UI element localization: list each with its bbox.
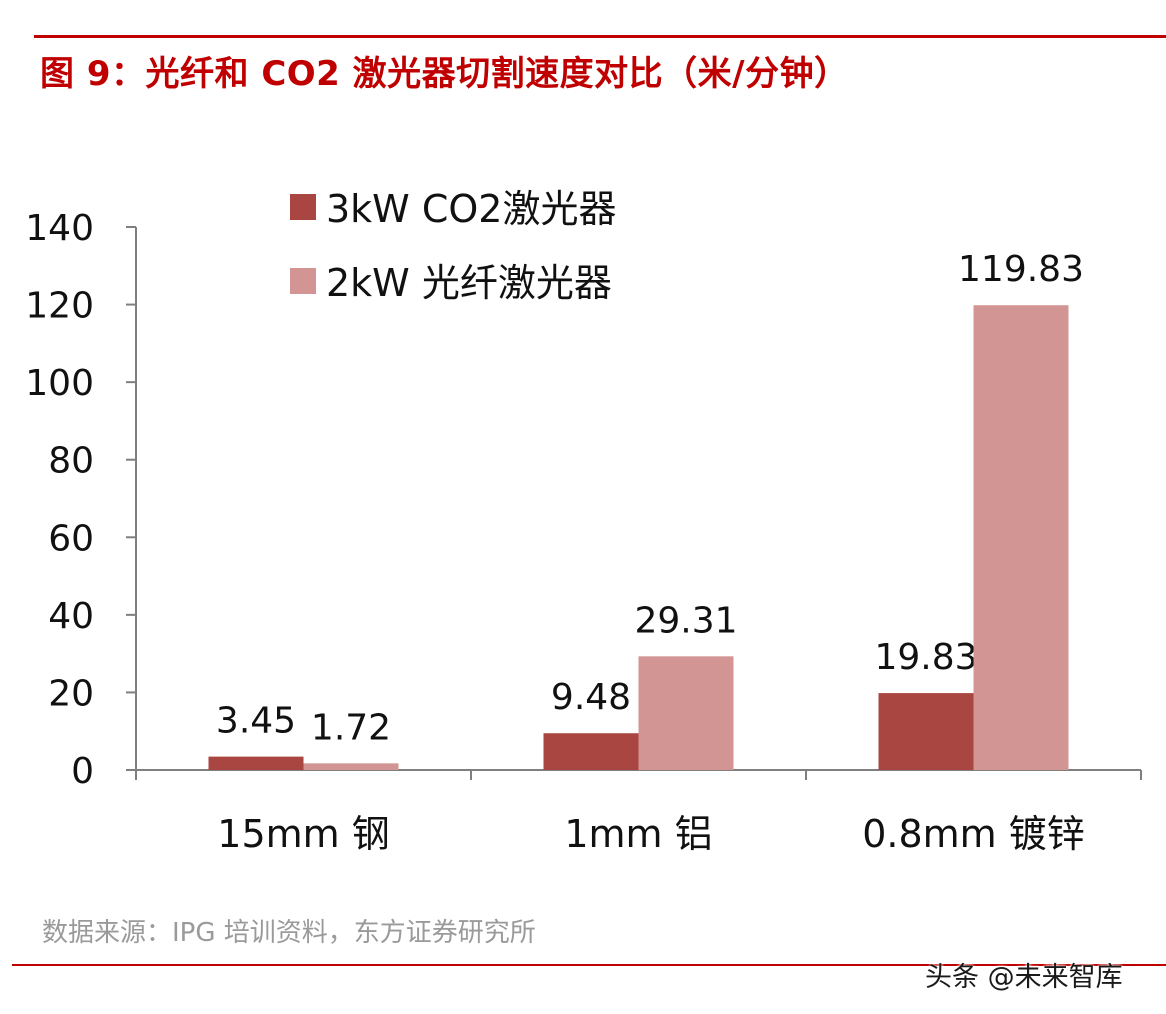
y-tick-label: 60 bbox=[48, 518, 94, 559]
y-tick-label: 0 bbox=[71, 751, 94, 792]
bar bbox=[878, 693, 974, 770]
data-label: 29.31 bbox=[634, 600, 737, 641]
bar bbox=[303, 763, 399, 770]
watermark: 头条 @未来智库 bbox=[925, 962, 1123, 993]
data-label: 19.83 bbox=[874, 637, 977, 678]
bottom-divider bbox=[12, 964, 1166, 966]
bar bbox=[638, 656, 734, 770]
legend-label: 2kW 光纤激光器 bbox=[326, 261, 612, 305]
bar bbox=[208, 756, 304, 770]
data-label: 3.45 bbox=[216, 701, 296, 742]
y-tick-label: 20 bbox=[48, 673, 94, 714]
data-label: 9.48 bbox=[551, 677, 631, 718]
x-category-label: 0.8mm 镀锌 bbox=[862, 812, 1085, 856]
y-tick-label: 140 bbox=[25, 208, 94, 249]
legend-label: 3kW CO2激光器 bbox=[326, 187, 616, 231]
y-tick-label: 100 bbox=[25, 363, 94, 404]
source-note: 数据来源：IPG 培训资料，东方证券研究所 bbox=[42, 918, 536, 948]
data-label: 1.72 bbox=[311, 707, 391, 748]
data-label: 119.83 bbox=[958, 249, 1084, 290]
bar bbox=[543, 733, 639, 770]
figure-title: 图 9：光纤和 CO2 激光器切割速度对比（米/分钟） bbox=[40, 54, 849, 94]
y-tick-label: 80 bbox=[48, 441, 94, 482]
legend-swatch bbox=[290, 194, 316, 220]
bar bbox=[973, 305, 1069, 770]
x-category-label: 1mm 铝 bbox=[564, 812, 712, 856]
y-tick-label: 40 bbox=[48, 596, 94, 637]
y-tick-label: 120 bbox=[25, 286, 94, 327]
legend-swatch bbox=[290, 268, 316, 294]
top-divider bbox=[34, 35, 1166, 38]
x-category-label: 15mm 钢 bbox=[217, 812, 389, 856]
